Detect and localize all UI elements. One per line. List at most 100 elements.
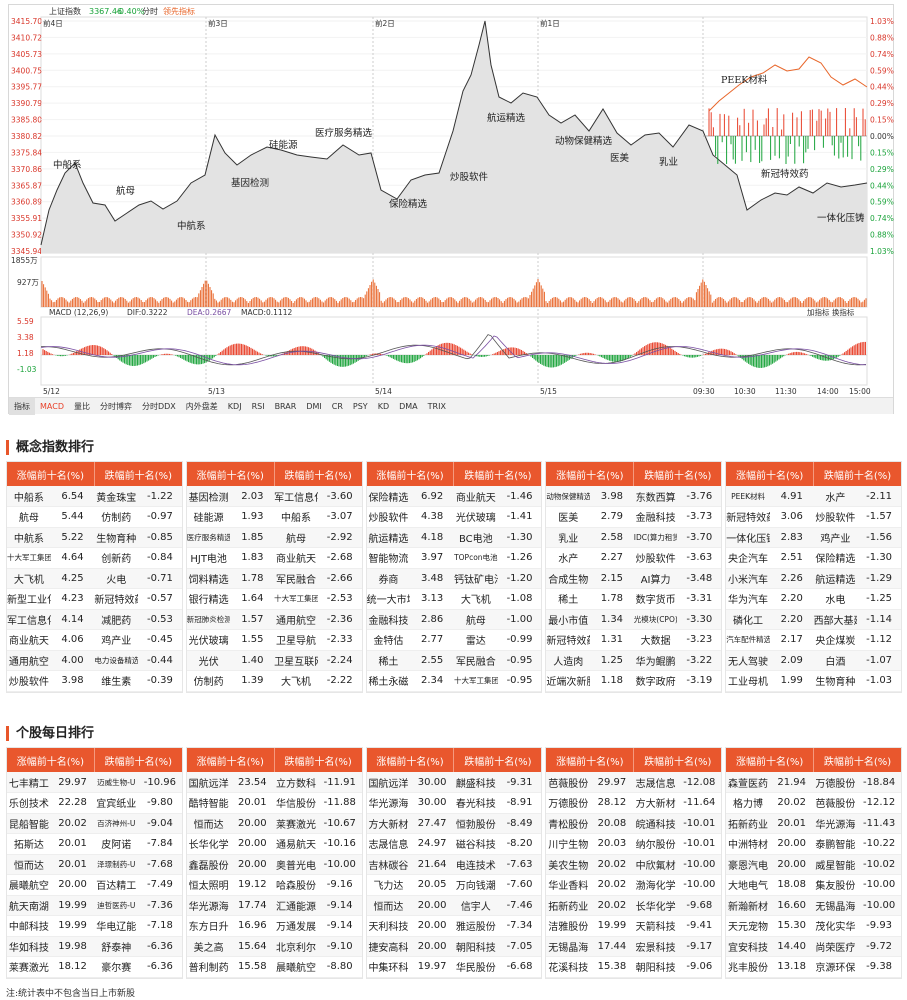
gainer-name[interactable]: 恒而达 [7,854,51,875]
gainer-name[interactable]: 万德股份 [546,792,591,814]
loser-name[interactable]: 中船系 [274,506,318,528]
gainer-name[interactable]: 志晟信息 [366,833,411,855]
loser-name[interactable]: 长华化学 [633,895,678,916]
gainer-name[interactable]: 华光源海 [186,895,231,916]
loser-name[interactable]: 数字政府 [633,670,678,692]
loser-name[interactable]: 金融科技 [633,506,678,528]
gainer-name[interactable]: 宜安科技 [726,936,770,957]
indicator-tab-10[interactable]: CR [331,401,343,411]
gainer-name[interactable]: 金融科技 [366,609,411,630]
gainer-name[interactable]: 拓斯达 [7,833,51,855]
gainer-name[interactable]: 国航远洋 [366,772,411,793]
loser-name[interactable]: 哈森股份 [274,874,318,896]
gainer-name[interactable]: 普利制药 [186,956,231,978]
gainer-name[interactable]: 七丰精工 [7,772,51,793]
loser-name[interactable]: 减肥药 [94,609,139,630]
gainer-name[interactable]: 华为汽车 [726,588,770,610]
gainer-name[interactable]: 洁雅股份 [546,915,591,937]
loser-name[interactable]: 天箭科技 [633,915,678,937]
gainer-name[interactable]: 航天南湖 [7,895,51,916]
loser-name[interactable]: 迪哲医药-U [94,895,139,916]
loser-name[interactable]: 电力设备精选 [94,650,139,671]
gainer-name[interactable]: 恒而达 [186,813,231,834]
loser-name[interactable]: 纳尔股份 [633,833,678,855]
gainer-name[interactable]: 券商 [366,568,411,589]
loser-name[interactable]: IDC(算力租赁) [633,527,678,548]
loser-name[interactable]: 商业航天 [274,547,318,569]
gainer-name[interactable]: 晨曦航空 [7,874,51,896]
loser-name[interactable]: 集友股份 [813,874,858,896]
loser-name[interactable]: 华电辽能 [94,915,139,937]
gainer-name[interactable]: 无锡晶海 [546,936,591,957]
loser-name[interactable]: 泽璟制药-U [94,854,139,875]
loser-name[interactable]: 茂化实华 [813,915,858,937]
gainer-name[interactable]: 央企汽车 [726,547,770,569]
loser-name[interactable]: 舒泰神 [94,936,139,957]
loser-name[interactable]: 皖通科技 [633,813,678,834]
gainer-name[interactable]: 基因检测 [186,486,231,507]
gainer-name[interactable]: 新型工业化 [7,588,51,610]
loser-name[interactable]: 晨曦航空 [274,956,318,978]
loser-name[interactable]: 北京利尔 [274,936,318,957]
loser-name[interactable]: 大飞机 [453,588,498,610]
gainer-name[interactable]: 芭薇股份 [546,772,591,793]
gainer-name[interactable]: 十大军工集团 [7,547,51,569]
gainer-name[interactable]: 天元宠物 [726,915,770,937]
indicator-tab-2[interactable]: 量比 [73,401,90,411]
gainer-name[interactable]: 航母 [7,506,51,528]
gainer-name[interactable]: 磷化工 [726,609,770,630]
gainer-name[interactable]: 新冠特效药 [726,506,770,528]
loser-name[interactable]: TOPcon电池 [453,547,498,569]
gainer-name[interactable]: 炒股软件 [366,506,411,528]
indicator-tab-13[interactable]: DMA [399,401,418,411]
loser-name[interactable]: 西部大基建 [813,609,858,630]
gainer-name[interactable]: 中邮科技 [7,915,51,937]
loser-name[interactable]: 炒股软件 [813,506,858,528]
gainer-name[interactable]: 新冠特效药 [546,629,591,651]
loser-name[interactable]: 宏景科技 [633,936,678,957]
gainer-name[interactable]: 豪恩汽电 [726,854,770,875]
gainer-name[interactable]: 青松股份 [546,813,591,834]
loser-name[interactable]: 卫星导航 [274,629,318,651]
loser-name[interactable]: 万德股份 [813,772,858,793]
loser-name[interactable]: 水电 [813,588,858,610]
loser-name[interactable]: 华光源海 [813,813,858,834]
loser-name[interactable]: 十大军工集团 [453,670,498,692]
gainer-name[interactable]: 花溪科技 [546,956,591,978]
loser-name[interactable]: 水产 [813,486,858,507]
loser-name[interactable]: 通易航天 [274,833,318,855]
gainer-name[interactable]: 最小市值 [546,609,591,630]
loser-name[interactable]: 朝阳科技 [633,956,678,978]
gainer-name[interactable]: 硅能源 [186,506,231,528]
loser-name[interactable]: 军民融合 [453,650,498,671]
gainer-name[interactable]: 天利科技 [366,915,411,937]
loser-name[interactable]: BC电池 [453,527,498,548]
gainer-name[interactable]: 兆丰股份 [726,956,770,978]
gainer-name[interactable]: 智能物流 [366,547,411,569]
gainer-name[interactable]: 恒太照明 [186,874,231,896]
loser-name[interactable]: 尚荣医疗 [813,936,858,957]
loser-name[interactable]: 白酒 [813,650,858,671]
gainer-name[interactable]: 格力博 [726,792,770,814]
gainer-name[interactable]: 新瀚新材 [726,895,770,916]
gainer-name[interactable]: 饲料精选 [186,568,231,589]
loser-name[interactable]: 方大新材 [633,792,678,814]
gainer-name[interactable]: 航运精选 [366,527,411,548]
loser-name[interactable]: 奥普光电 [274,854,318,875]
loser-name[interactable]: 鸡产业 [94,629,139,651]
indicator-tab-9[interactable]: DMI [306,401,322,411]
loser-name[interactable]: 央企煤炭 [813,629,858,651]
loser-name[interactable]: 大数据 [633,629,678,651]
indicator-tab-12[interactable]: KD [377,401,390,411]
loser-name[interactable]: 十大军工集团 [274,588,318,610]
gainer-name[interactable]: 一体化压铸 [726,527,770,548]
gainer-name[interactable]: 中船系 [7,486,51,507]
gainer-name[interactable]: 吉林碳谷 [366,854,411,875]
gainer-name[interactable]: 东方日升 [186,915,231,937]
indicator-tab-7[interactable]: RSI [251,401,265,411]
gainer-name[interactable]: 捷安高科 [366,936,411,957]
loser-name[interactable]: 通用航空 [274,609,318,630]
loser-name[interactable]: 万通发展 [274,915,318,937]
indicator-tab-4[interactable]: 分时DDX [141,401,176,411]
loser-name[interactable]: 京源环保 [813,956,858,978]
